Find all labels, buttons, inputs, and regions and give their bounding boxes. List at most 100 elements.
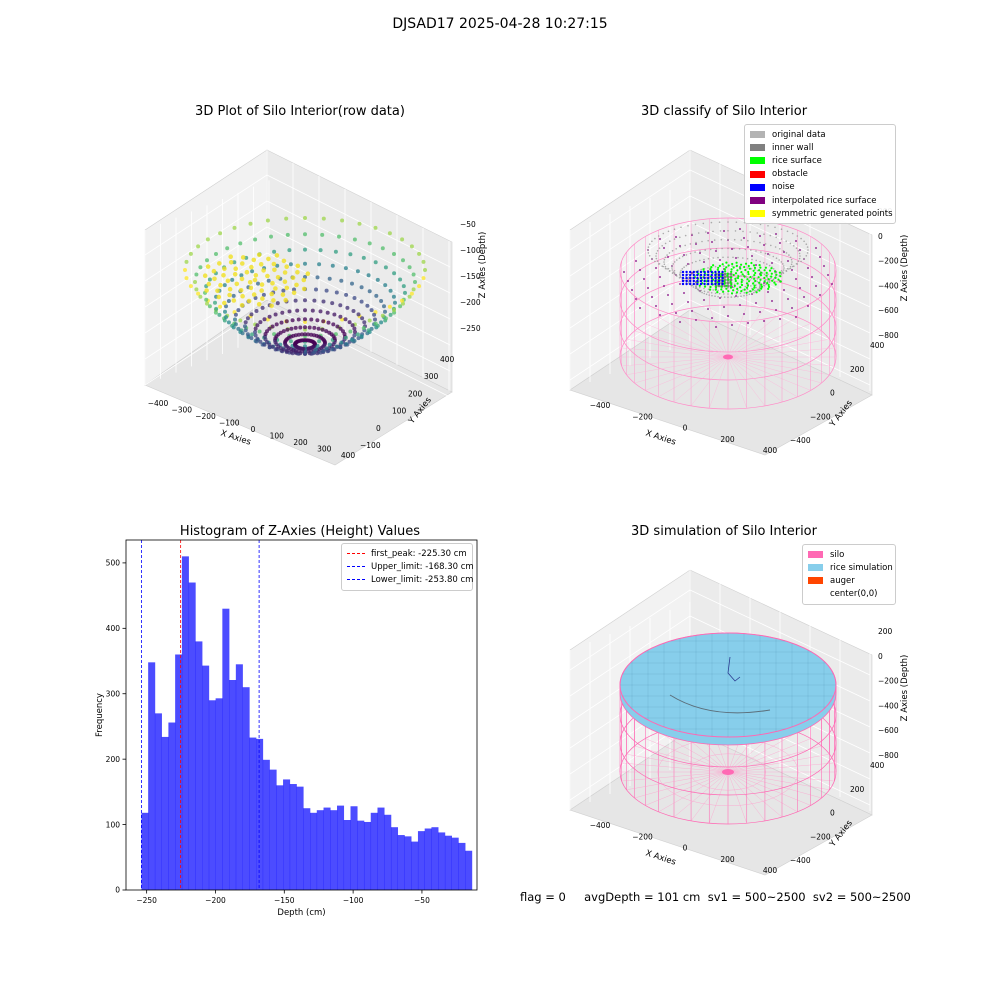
p2-rice-point	[764, 266, 767, 269]
p1-point	[217, 261, 222, 266]
histogram-bar	[451, 837, 459, 890]
p1-point	[257, 329, 262, 334]
p2-wall-point	[662, 232, 665, 235]
p2-wall-point	[720, 238, 723, 241]
p1-gridline	[266, 200, 451, 294]
p2-interp-point	[807, 267, 809, 269]
legend-label: center(0,0)	[830, 589, 878, 600]
p1-point	[249, 336, 254, 341]
p2-interp-point	[675, 236, 677, 238]
p2-rice-point	[730, 270, 733, 273]
histogram-bar	[181, 556, 189, 890]
p2-wall-point	[714, 292, 717, 295]
p1-ztick-label: −100	[460, 246, 481, 255]
p2-rice-point	[709, 268, 712, 271]
p2-gridline	[569, 169, 691, 251]
histogram-bar	[404, 836, 412, 890]
p2-silo-spoke	[727, 330, 822, 358]
p2-wall-point	[780, 273, 783, 275]
p2-wall-point	[720, 296, 723, 298]
p1-point	[413, 280, 417, 284]
p2-wall-point	[722, 256, 724, 259]
p2-ztick-label: −800	[878, 331, 899, 340]
p1-xtick-label: 200	[293, 438, 308, 447]
p2-rice-point	[720, 288, 723, 291]
p2-wall-point	[656, 250, 659, 252]
p2-wall-point	[795, 247, 798, 249]
histogram-bar	[465, 850, 473, 890]
p2-wall-point	[705, 293, 708, 296]
p2-wall-point	[767, 280, 769, 283]
p2-rice-point	[740, 278, 743, 281]
p2-noise-point	[710, 270, 713, 274]
p2-rice-point	[753, 286, 756, 289]
p2-rice-point	[743, 288, 746, 291]
legend-swatch	[750, 197, 765, 205]
p2-wall-point	[679, 273, 681, 275]
p1-ytick-label: 400	[440, 355, 455, 364]
p1-point	[361, 326, 366, 330]
p2-wall-point	[755, 259, 757, 262]
legend-label: Upper_limit: -168.30 cm	[371, 561, 474, 572]
p2-wall-point	[648, 255, 651, 257]
p2-rice-point	[759, 278, 762, 281]
p2-wall-point	[694, 251, 696, 253]
p1-points	[183, 216, 427, 356]
p2-wall-point	[739, 292, 742, 295]
p2-rice-point	[744, 262, 748, 265]
p2-wall-point	[680, 226, 682, 229]
p4-gridline	[569, 615, 691, 697]
p1-point	[294, 282, 299, 288]
p2-rice-point	[736, 269, 739, 272]
p1-point	[356, 336, 361, 341]
p2-wall-point	[785, 252, 788, 254]
p1-xlabel: X Axies	[219, 428, 252, 447]
p2-silo-spoke	[626, 356, 729, 375]
p2-wall-point	[723, 296, 726, 298]
legend-label: rice simulation	[830, 562, 893, 573]
legend-item: original data	[750, 128, 890, 141]
p2-noise-point	[721, 270, 724, 274]
p1-point	[310, 308, 315, 313]
p2-interp-point	[827, 274, 829, 276]
p2-interp-point	[739, 304, 741, 306]
histogram-bar	[323, 807, 331, 890]
histogram-bar	[431, 827, 439, 890]
p2-wall-point	[782, 250, 785, 252]
p1-point	[330, 347, 335, 352]
p1-point	[206, 281, 212, 287]
p1-point	[400, 298, 405, 303]
p1-point	[228, 254, 233, 259]
x-tick-label: −150	[274, 896, 295, 905]
p4-xlabel: X Axies	[644, 848, 677, 867]
p2-silo-spoke	[727, 356, 798, 397]
p4-silo-spoke	[727, 771, 811, 806]
p1-point	[344, 292, 349, 297]
p4-gridline	[569, 589, 691, 671]
legend-label: interpolated rice surface	[772, 195, 877, 206]
p2-wall-point	[717, 295, 719, 298]
p2-wall-point	[663, 261, 665, 263]
p1-point	[318, 248, 323, 253]
p4-center-marker	[722, 769, 734, 775]
p1-point	[330, 301, 335, 306]
panel2-title: 3D classify of Silo Interior	[640, 104, 808, 119]
p1-point	[339, 340, 344, 345]
p2-wall-point	[723, 265, 725, 267]
p2-wall-point	[756, 288, 759, 291]
p2-rice-point	[753, 266, 757, 269]
p1-point	[383, 265, 388, 270]
p1-point	[270, 324, 275, 329]
p2-wall-point	[774, 226, 776, 229]
p2-silo-spoke	[645, 356, 729, 391]
p2-wall-point	[729, 278, 733, 282]
p2-gridline	[569, 221, 691, 303]
p1-point	[343, 317, 348, 322]
p1-point	[327, 276, 332, 281]
p2-center-marker	[723, 354, 733, 360]
p1-point	[350, 281, 354, 286]
p2-wall-point	[667, 267, 670, 270]
p2-rice-point	[743, 275, 746, 278]
p4-ytick-label: 200	[850, 785, 865, 794]
p2-rice-point	[753, 277, 756, 280]
